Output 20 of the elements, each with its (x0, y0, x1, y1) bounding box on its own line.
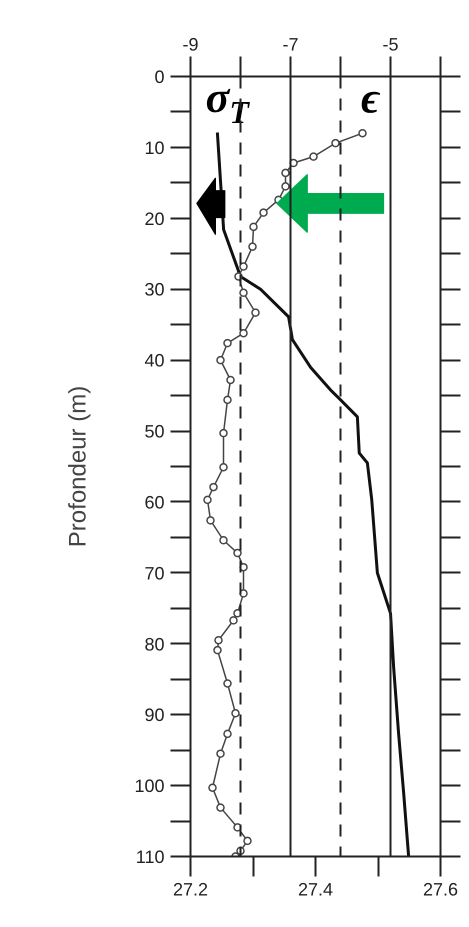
y-tick-label: 110 (136, 847, 165, 867)
y-tick-label: 80 (144, 634, 165, 654)
y-tick-label: 10 (144, 138, 165, 158)
x-tick-label: 27.4 (298, 880, 334, 900)
y-tick-label: 0 (154, 67, 165, 87)
y-tick-label: 100 (134, 776, 165, 796)
y-tick-label: 90 (144, 705, 165, 726)
x2-tick-label: -5 (382, 34, 399, 54)
x-tick-label: 27.2 (172, 880, 208, 900)
y-tick-label: 50 (144, 422, 165, 442)
y-tick-label: 40 (144, 350, 165, 371)
y-axis-title: Profondeur (m) (64, 386, 92, 548)
y-tick-label: 60 (144, 492, 165, 512)
y-tick-label: 70 (144, 563, 165, 584)
x2-tick-label: -7 (282, 34, 299, 54)
y-tick-label: 30 (144, 280, 165, 300)
y-tick-label: 20 (144, 208, 165, 229)
x2-tick-label: -9 (182, 34, 199, 54)
x-tick-label: 27.6 (422, 880, 458, 900)
series-label: ϵ (361, 74, 382, 123)
